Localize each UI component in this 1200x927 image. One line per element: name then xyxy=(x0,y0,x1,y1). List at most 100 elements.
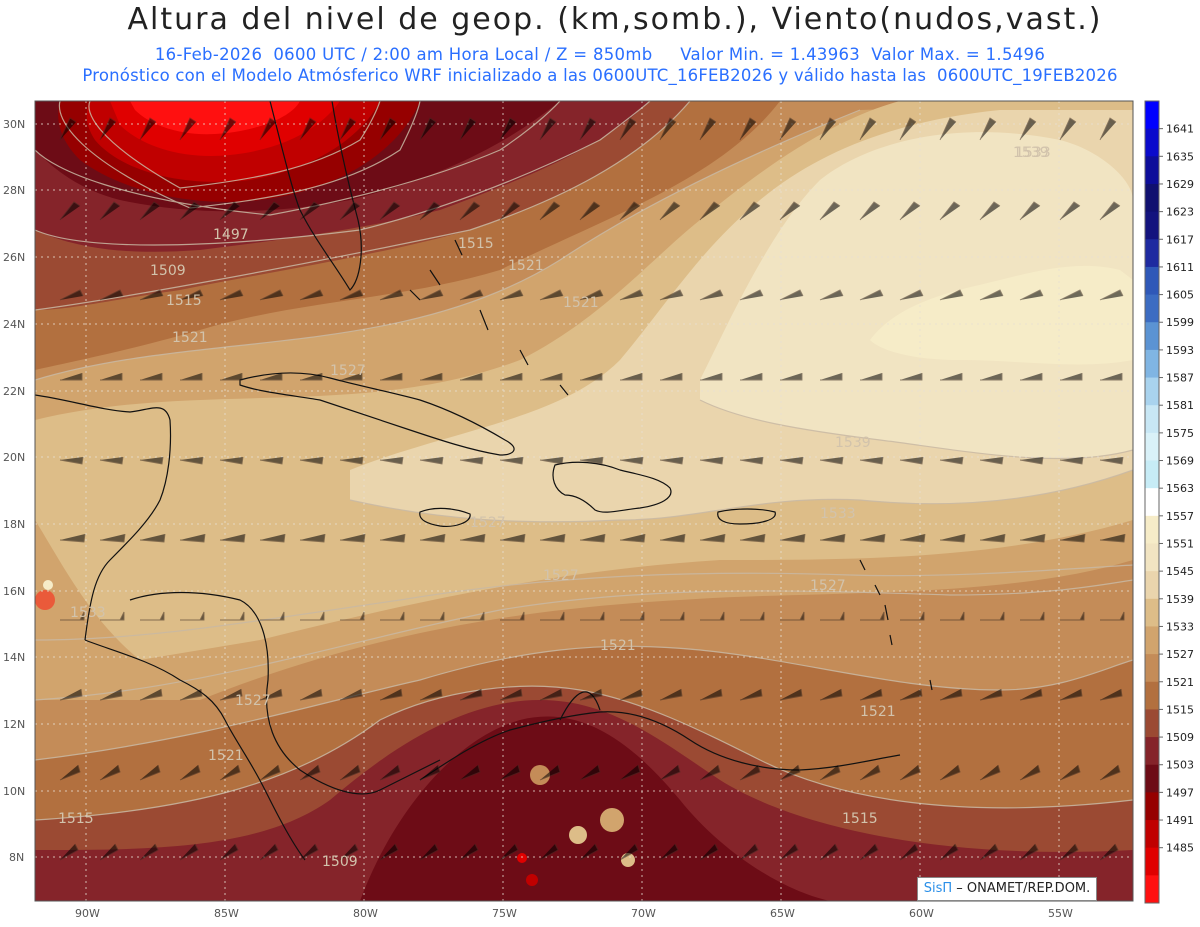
colorbar-tick-label: 1545 xyxy=(1166,565,1194,578)
credit-text: – ONAMET/REP.DOM. xyxy=(952,881,1091,896)
colorbar-swatch xyxy=(1145,211,1159,240)
colorbar-swatch xyxy=(1145,654,1159,683)
contour-label: 1539 xyxy=(835,435,871,451)
colorbar-tick-label: 1599 xyxy=(1166,316,1194,329)
contour-label: 1515 xyxy=(58,811,94,827)
lat-label: 26N xyxy=(3,251,25,264)
coastlines xyxy=(35,101,933,861)
colorbar-swatch xyxy=(1145,349,1159,379)
lon-label: 65W xyxy=(770,907,795,920)
lat-label: 10N xyxy=(3,785,25,798)
colorbar-swatch xyxy=(1145,709,1159,738)
colorbar-swatch xyxy=(1145,847,1159,876)
colorbar: 1641 1635 1629 1623 1617 1611 1605 1599 1593 1587… xyxy=(1144,100,1194,904)
lat-label: 14N xyxy=(3,651,25,664)
colorbar-tick-label: 1587 xyxy=(1166,372,1194,385)
colorbar-swatch xyxy=(1145,626,1159,655)
lat-label: 28N xyxy=(3,184,25,197)
contour-label: 1527 xyxy=(470,515,506,531)
colorbar-swatch xyxy=(1145,543,1159,572)
lon-label: 60W xyxy=(909,907,934,920)
colorbar-tick-label: 1551 xyxy=(1166,537,1194,550)
colorbar-swatch xyxy=(1145,875,1159,904)
lat-label: 22N xyxy=(3,385,25,398)
lat-label: 18N xyxy=(3,518,25,531)
contour-label: 1539 xyxy=(1013,145,1049,161)
contour-label: 1533 xyxy=(70,605,106,621)
colorbar-swatch xyxy=(1145,515,1159,544)
contour-label: 1533 xyxy=(1015,145,1051,161)
colorbar-frame xyxy=(1144,100,1160,904)
contour-label: 1527 xyxy=(235,693,271,709)
lon-label: 90W xyxy=(75,907,100,920)
lon-label: 80W xyxy=(353,907,378,920)
colorbar-swatch xyxy=(1145,294,1159,323)
lat-label: 24N xyxy=(3,318,25,331)
lat-label: 20N xyxy=(3,451,25,464)
lon-label: 75W xyxy=(492,907,517,920)
lon-label: 85W xyxy=(214,907,239,920)
colorbar-tick-label: 1569 xyxy=(1166,455,1194,468)
colorbar-swatch xyxy=(1145,792,1159,821)
lat-label: 16N xyxy=(3,585,25,598)
model-run-subtitle: Pronóstico con el Modelo Atmósferico WRF… xyxy=(82,66,1118,85)
lat-label: 8N xyxy=(9,851,24,864)
contour-label: 1521 xyxy=(508,258,544,274)
colorbar-swatch xyxy=(1145,183,1159,213)
map-frame xyxy=(34,100,1134,902)
colorbar-tick-label: 1539 xyxy=(1166,593,1194,606)
colorbar-tick-label: 1563 xyxy=(1166,482,1194,495)
contour-label: 1509 xyxy=(322,854,358,870)
colorbar-swatch xyxy=(1145,128,1159,157)
colorbar-tick-label: 1527 xyxy=(1166,648,1194,661)
colorbar-tick-label: 1605 xyxy=(1166,289,1194,302)
colorbar-swatch xyxy=(1145,432,1159,462)
colorbar-tick-label: 1641 xyxy=(1166,123,1194,136)
contour-label: 1515 xyxy=(842,811,878,827)
colorbar-tick-label: 1635 xyxy=(1166,150,1194,163)
chart-title: Altura del nivel de geop. (km,somb.), Vi… xyxy=(127,2,1103,37)
colorbar-swatch xyxy=(1145,764,1159,793)
colorbar-tick-label: 1611 xyxy=(1166,261,1194,274)
colorbar-tick-label: 1617 xyxy=(1166,233,1194,246)
colorbar-tick-label: 1533 xyxy=(1166,620,1194,633)
colorbar-tick-label: 1497 xyxy=(1166,786,1194,799)
contour-label: 1521 xyxy=(563,295,599,311)
colorbar-tick-label: 1503 xyxy=(1166,759,1194,772)
colorbar-tick-label: 1521 xyxy=(1166,676,1194,689)
colorbar-swatch xyxy=(1145,488,1159,517)
colorbar-swatch xyxy=(1145,598,1159,627)
latitude-axis: 30N 28N 26N 24N 22N 20N 18N 16N 14N 12N … xyxy=(3,118,25,864)
colorbar-swatch xyxy=(1145,737,1159,766)
contour-label: 1497 xyxy=(213,227,249,243)
credit-box: SisΠ – ONAMET/REP.DOM. xyxy=(917,877,1097,901)
colorbar-swatch xyxy=(1145,156,1159,185)
contour-label: 1521 xyxy=(208,748,244,764)
colorbar-tick-label: 1485 xyxy=(1166,842,1194,855)
lon-label: 70W xyxy=(631,907,656,920)
contour-labels: 1497 1509 1515 1515 1521 1521 1521 1527 … xyxy=(58,145,1051,870)
lat-label: 12N xyxy=(3,718,25,731)
colorbar-swatch xyxy=(1145,101,1159,130)
contour-label: 1521 xyxy=(600,638,636,654)
colorbar-swatch xyxy=(1145,460,1159,489)
contour-label: 1527 xyxy=(810,578,846,594)
longitude-axis: 90W 85W 80W 75W 70W 65W 60W 55W xyxy=(75,907,1073,920)
contour-label: 1515 xyxy=(458,236,494,252)
colorbar-swatch xyxy=(1145,681,1159,710)
geopotential-field: 1497 1509 1515 1515 1521 1521 1521 1527 … xyxy=(35,101,1133,901)
colorbar-swatch xyxy=(1145,405,1159,434)
contour-label: 1527 xyxy=(330,363,366,379)
colorbar-tick-label: 1557 xyxy=(1166,510,1194,523)
contour-label: 1527 xyxy=(543,568,579,584)
colorbar-tick-label: 1575 xyxy=(1166,427,1194,440)
contour-label: 1521 xyxy=(860,704,896,720)
contour-label: 1521 xyxy=(172,330,208,346)
colorbar-swatch xyxy=(1145,377,1159,406)
contour-label: 1533 xyxy=(820,506,856,522)
sisPi-logo: SisΠ xyxy=(923,881,953,896)
colorbar-tick-label: 1629 xyxy=(1166,178,1194,191)
contour-label: 1509 xyxy=(150,263,186,279)
colorbar-tick-label: 1623 xyxy=(1166,206,1194,219)
